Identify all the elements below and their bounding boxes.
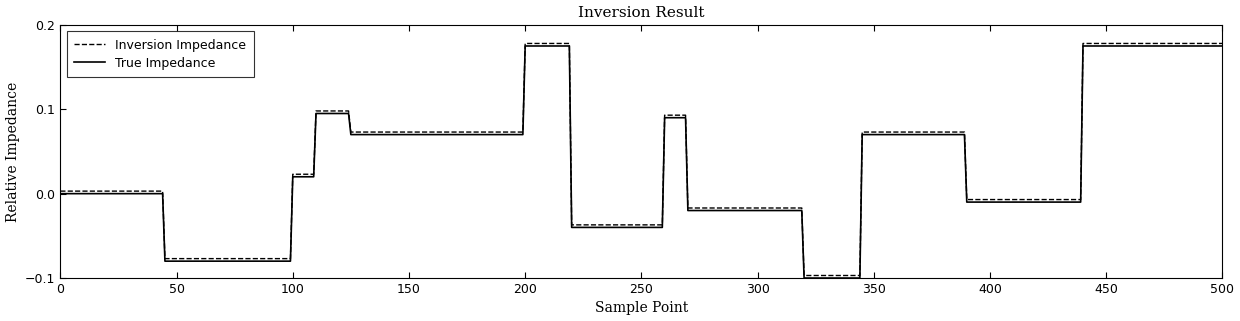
Y-axis label: Relative Impedance: Relative Impedance: [5, 81, 20, 221]
True Impedance: [476, 133, 491, 136]
True Impedance: [806, 276, 821, 280]
Legend: Inversion Impedance, True Impedance: Inversion Impedance, True Impedance: [67, 31, 254, 77]
True Impedance: [1019, 200, 1034, 204]
True Impedance: [518, 44, 533, 48]
Inversion Impedance: [53, 189, 68, 193]
True Impedance: [1215, 44, 1230, 48]
Title: Inversion Result: Inversion Result: [578, 5, 704, 20]
Inversion Impedance: [796, 273, 811, 277]
Inversion Impedance: [1215, 41, 1230, 45]
Inversion Impedance: [389, 130, 404, 134]
True Impedance: [796, 276, 811, 280]
True Impedance: [389, 133, 404, 136]
True Impedance: [341, 112, 356, 116]
Inversion Impedance: [820, 273, 835, 277]
Line: True Impedance: True Impedance: [61, 46, 1223, 278]
True Impedance: [53, 192, 68, 195]
Inversion Impedance: [806, 273, 821, 277]
Inversion Impedance: [1019, 198, 1034, 202]
True Impedance: [820, 276, 835, 280]
Inversion Impedance: [476, 130, 491, 134]
Inversion Impedance: [341, 109, 356, 113]
X-axis label: Sample Point: Sample Point: [595, 301, 688, 316]
Line: Inversion Impedance: Inversion Impedance: [61, 43, 1223, 275]
Inversion Impedance: [518, 41, 533, 45]
